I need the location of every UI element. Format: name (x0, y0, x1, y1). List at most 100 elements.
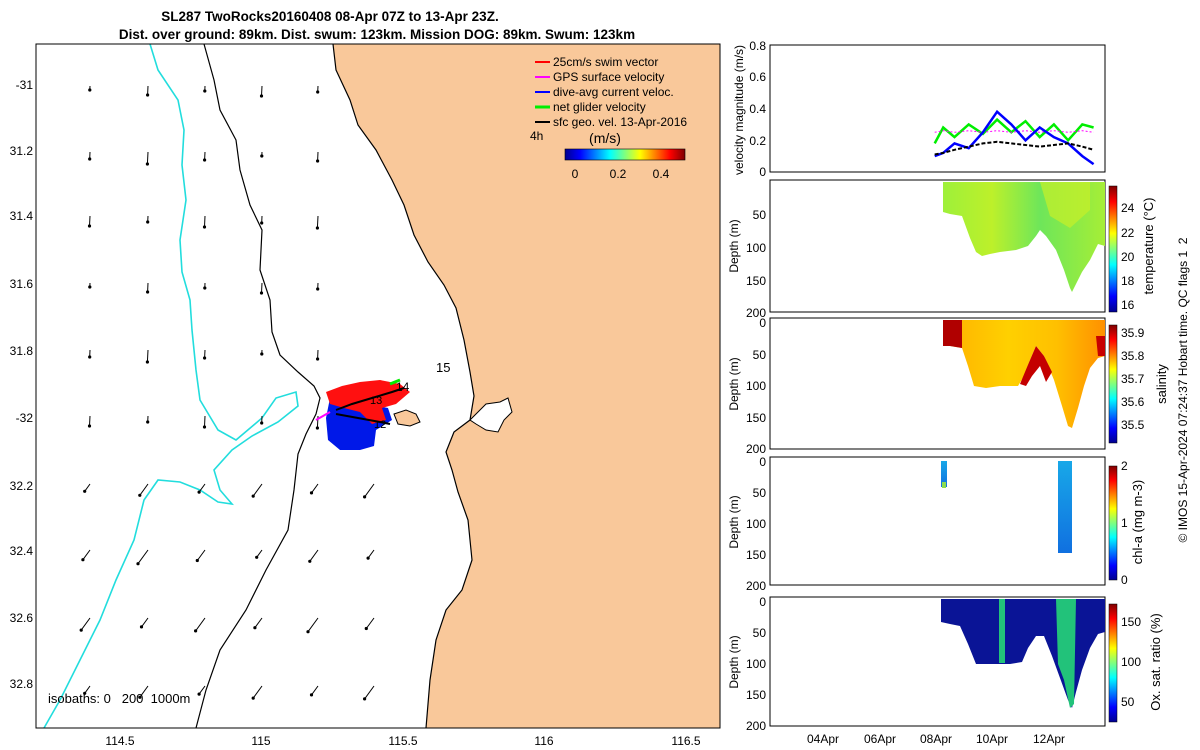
velocity-arrow-54 (311, 685, 319, 696)
temperature-warm-patch (1040, 182, 1090, 228)
velocity-panel: 0.8 0.6 0.4 0.2 0 velocity magnitude (m/… (732, 39, 1106, 179)
velocity-arrow-head-5 (316, 90, 320, 94)
temp-cbar-tick-22: 22 (1121, 226, 1135, 240)
map-y-tick-2: 31.2 (10, 144, 34, 158)
chla-cbar-label: chl-a (mg m-3) (1130, 480, 1145, 565)
chla-panel: 0 50 100 150 200 Depth (m) 2 1 0 chl-a (… (727, 455, 1145, 593)
velocity-arrow-head-1 (88, 88, 92, 92)
map-frame (35, 43, 721, 729)
legend-label-gps: GPS surface velocity (553, 70, 664, 84)
velocity-arrow-7 (146, 151, 149, 165)
temp-cbar-label: temperature (°C) (1141, 198, 1156, 295)
velocity-arrow-43 (367, 549, 375, 559)
map-y-tick-5: 31.8 (10, 344, 34, 358)
ox-cbar-label: Ox. sat. ratio (%) (1148, 613, 1163, 711)
map-x-tick-3: 115.5 (388, 734, 417, 748)
velocity-arrow-head-35 (251, 494, 255, 498)
sal-y-tick-50: 50 (753, 348, 767, 362)
velocity-arrow-head-9 (260, 154, 264, 158)
sal-cbar-tick-357: 35.7 (1121, 372, 1145, 386)
velocity-arrow-head-18 (203, 286, 207, 290)
velocity-arrow-47 (254, 617, 263, 628)
velocity-arrow-head-38 (81, 558, 85, 562)
time-axis: 04Apr 06Apr 08Apr 10Apr 12Apr (807, 732, 1065, 746)
map-x-ticks: 114.5 115 115.5 116 116.5 (105, 734, 700, 748)
isobath-200m (195, 44, 321, 728)
velocity-arrow-head-19 (259, 291, 264, 295)
velocity-arrow-head-22 (145, 360, 149, 364)
colorbar-tick-02: 0.2 (610, 167, 627, 181)
chart-title-line1: SL287 TwoRocks20160408 08-Apr 07Z to 13-… (161, 9, 498, 24)
velocity-arrow-11 (89, 215, 91, 227)
velocity-arrow-head-8 (203, 158, 207, 162)
map-y-ticks: -31 31.2 31.4 31.6 31.8 -32 32.2 32.4 32… (10, 78, 34, 691)
velocity-arrow-26 (89, 415, 91, 427)
velocity-arrow-46 (195, 617, 206, 632)
velocity-arrow-head-12 (146, 220, 150, 224)
temp-y-tick-150: 150 (746, 274, 766, 288)
velocity-arrow-head-40 (195, 558, 199, 563)
temp-cbar-tick-16: 16 (1121, 298, 1135, 312)
velocity-arrow-head-36 (309, 491, 314, 495)
velocity-arrow-35 (252, 483, 263, 497)
net-glider-velocity (389, 378, 401, 386)
map-x-tick-2: 115 (251, 734, 270, 748)
sal-cbar-tick-359: 35.9 (1121, 326, 1145, 340)
velocity-arrow-head-44 (79, 628, 83, 632)
velocity-arrow-head-14 (260, 221, 264, 225)
legend-label-sfc: sfc geo. vel. 13-Apr-2016 (553, 115, 687, 129)
vel-y-tick-0: 0 (759, 165, 766, 179)
velocity-arrow-51 (139, 685, 149, 698)
surface-velocity-arrows (79, 85, 376, 701)
velocity-arrow-34 (198, 483, 206, 493)
chla-y-tick-200: 200 (746, 579, 766, 593)
vel-y-tick-02: 0.2 (749, 134, 766, 148)
chla-y-tick-150: 150 (746, 548, 766, 562)
time-tick-10apr: 10Apr (976, 732, 1008, 746)
velocity-arrow-44 (80, 617, 91, 631)
sal-y-tick-150: 150 (746, 411, 766, 425)
velocity-arrow-head-4 (259, 94, 264, 98)
net-glider-track (335, 387, 405, 411)
sal-cbar-tick-355: 35.5 (1121, 418, 1145, 432)
salinity-panel: 0 50 100 150 200 Depth (m) 35.9 35.8 35.… (727, 316, 1169, 456)
ox-cbar-tick-100: 100 (1121, 655, 1141, 669)
temp-y-tick-50: 50 (753, 208, 767, 222)
temp-cbar-tick-20: 20 (1121, 250, 1135, 264)
chla-profile-left-base (942, 482, 946, 488)
sfc-geo-velocity-line (934, 140, 1094, 156)
velocity-arrow-head-21 (88, 355, 92, 359)
oxygen-colorbar (1108, 603, 1118, 723)
chla-y-tick-100: 100 (746, 517, 766, 531)
map-legend: 25cm/s swim vector GPS surface velocity … (530, 55, 687, 181)
oxygen-band-right (1056, 599, 1076, 708)
rottnest-island (393, 409, 421, 427)
time-tick-06apr: 06Apr (864, 732, 896, 746)
velocity-arrow-head-16 (88, 285, 92, 289)
velocity-arrow-13 (204, 215, 206, 228)
velocity-arrow-head-55 (363, 697, 367, 701)
velocity-arrow-head-48 (306, 630, 310, 634)
ox-cbar-tick-150: 150 (1121, 615, 1141, 629)
map-y-tick-10: 32.8 (10, 677, 34, 691)
velocity-arrow-42 (309, 549, 319, 562)
day-label-14: 14 (396, 380, 410, 394)
salinity-max-mid (1020, 346, 1052, 386)
chla-panel-frame (769, 456, 1106, 586)
velocity-arrow-head-3 (203, 89, 207, 93)
swim-vectors (326, 380, 410, 424)
temperature-panel: 50 100 150 200 Depth (m) 24 22 20 18 16 … (727, 179, 1156, 320)
velocity-arrow-52 (198, 685, 206, 695)
velocity-arrow-head-32 (83, 489, 87, 493)
map-x-tick-1: 114.5 (105, 734, 134, 748)
chla-y-tick-0: 0 (759, 455, 766, 469)
velocity-arrow-36 (311, 483, 319, 494)
velocity-arrow-head-39 (136, 562, 140, 566)
velocity-arrow-head-28 (202, 425, 207, 429)
map-y-tick-4: 31.6 (10, 277, 34, 291)
chla-colorbar (1108, 465, 1118, 581)
velocity-arrow-head-13 (202, 225, 207, 229)
day-label-12: 12 (374, 419, 386, 431)
legend-label-swim: 25cm/s swim vector (553, 55, 658, 69)
velocity-panel-frame (769, 44, 1106, 173)
